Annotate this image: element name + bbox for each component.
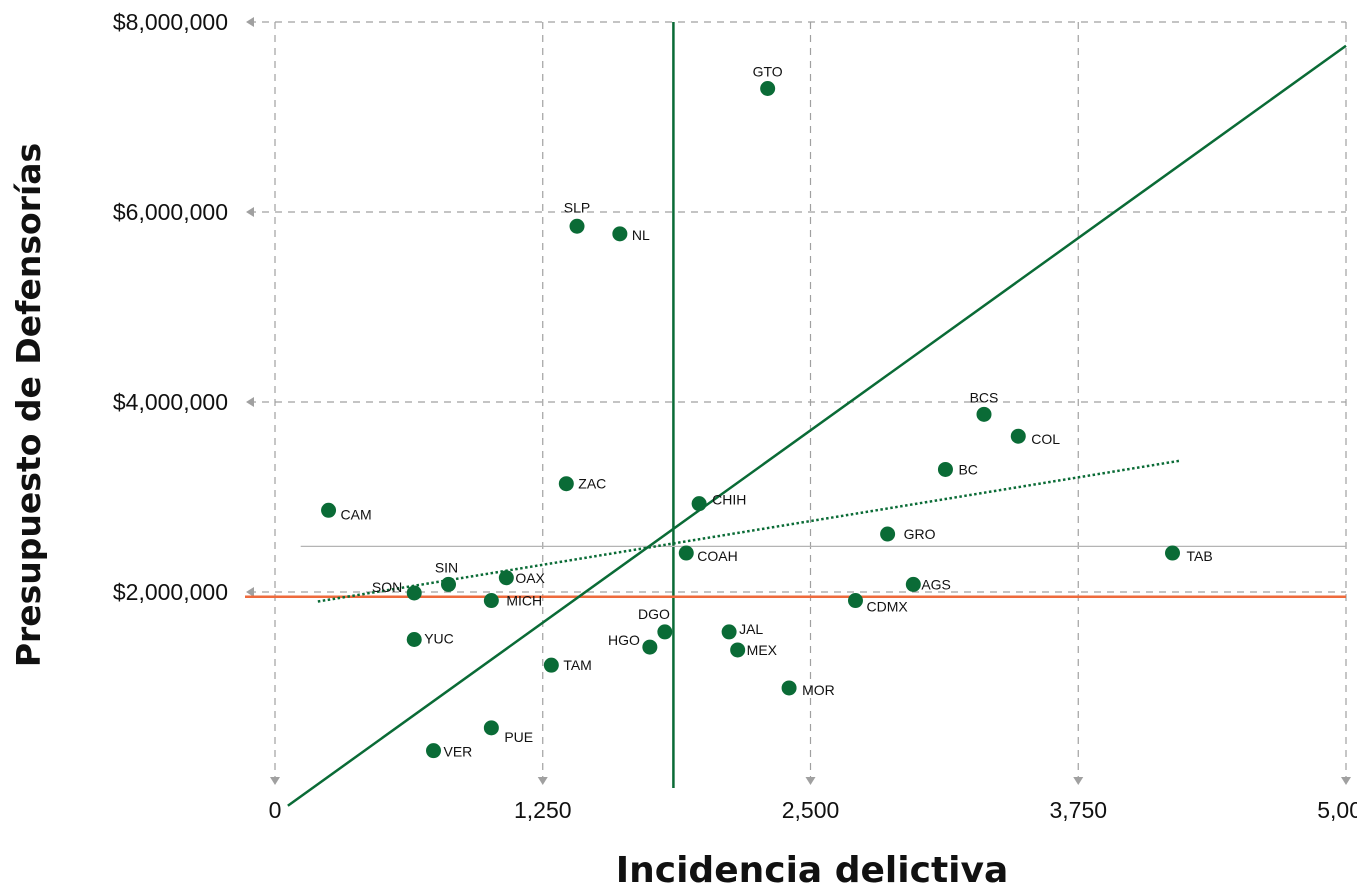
x-grid-arrow [537,777,548,785]
point-sin [441,576,457,592]
point-bcs [976,406,992,422]
point-slp [569,218,585,234]
y-grid-arrow [246,17,254,27]
point-label-ver: VER [444,744,473,760]
y-tick-label: $4,000,000 [113,389,228,415]
point-nl [612,226,628,242]
point-ags [905,576,921,592]
point-label-mor: MOR [802,682,835,698]
point-tam [543,657,559,673]
point-label-gro: GRO [904,526,936,542]
point-label-nl: NL [632,227,650,243]
point-dgo [657,624,673,640]
x-grid-arrow [270,777,280,785]
point-label-hgo: HGO [608,632,640,648]
tick-labels: 0 1,250 2,500 3,750 5,000 $2,000,000 $4,000,00… [113,9,1357,823]
point-jal [721,624,737,640]
y-grid-arrow [246,587,254,597]
point-labels: GTO SLP NL BCS COL BC ZAC CHIH CAM GRO COAH TAB OAX S… [341,64,1213,760]
point-label-mich: MICH [506,593,542,609]
x-tick-label: 5,000 [1317,797,1357,823]
y-tick-label: $6,000,000 [113,199,228,225]
point-mor [781,680,797,696]
point-label-zac: ZAC [578,476,606,492]
x-grid-arrow [1073,777,1084,785]
point-label-oax: OAX [515,570,545,586]
x-grid-arrow [805,777,816,785]
x-axis-title: Incidencia delictiva [616,850,1009,886]
point-label-pue: PUE [504,729,533,745]
point-coah [678,545,694,561]
point-label-sin: SIN [435,559,458,575]
point-label-cam: CAM [341,506,372,522]
point-mex [730,642,746,658]
x-tick-label: 0 [269,797,282,823]
point-pue [483,720,499,736]
point-label-bcs: BCS [970,389,999,405]
y-axis-title: Presupuesto de Defensorías [9,143,48,667]
point-gto [760,81,776,96]
point-label-cdmx: CDMX [866,599,908,615]
y-tick-label: $2,000,000 [113,579,228,605]
point-label-son: SON [372,579,402,595]
point-zac [558,476,574,492]
x-tick-label: 1,250 [514,797,572,823]
x-grid-arrow [1341,777,1351,785]
point-label-coah: COAH [697,548,737,564]
point-label-mex: MEX [747,642,778,658]
point-ver [426,743,442,759]
point-label-jal: JAL [739,621,763,637]
point-chih [691,496,707,512]
point-label-bc: BC [958,461,977,477]
point-tab [1164,545,1180,561]
point-mich [483,593,499,609]
y-grid-arrow [246,397,254,407]
point-label-gto: GTO [753,64,783,80]
point-label-yuc: YUC [424,631,454,647]
point-label-slp: SLP [564,199,590,215]
y-tick-label: $8,000,000 [113,9,228,35]
point-gro [880,526,896,542]
point-label-col: COL [1031,431,1060,447]
point-col [1010,428,1026,444]
point-oax [498,570,514,586]
data-points [321,81,1180,759]
reference-lines [245,22,1347,807]
y-grid-arrow [246,207,254,217]
point-label-tab: TAB [1186,548,1212,564]
diagonal-reference-line [287,44,1347,807]
point-label-tam: TAM [563,657,592,673]
point-yuc [406,632,422,647]
x-tick-label: 3,750 [1049,797,1107,823]
grid [246,17,1351,785]
point-bc [937,461,953,477]
point-label-ags: AGS [921,576,951,592]
trend-line [317,459,1180,603]
point-label-dgo: DGO [638,606,670,622]
point-cdmx [847,593,863,609]
point-cam [321,502,337,518]
x-tick-label: 2,500 [782,797,840,823]
point-label-chih: CHIH [712,492,746,508]
point-son [406,585,422,601]
point-hgo [642,639,658,655]
